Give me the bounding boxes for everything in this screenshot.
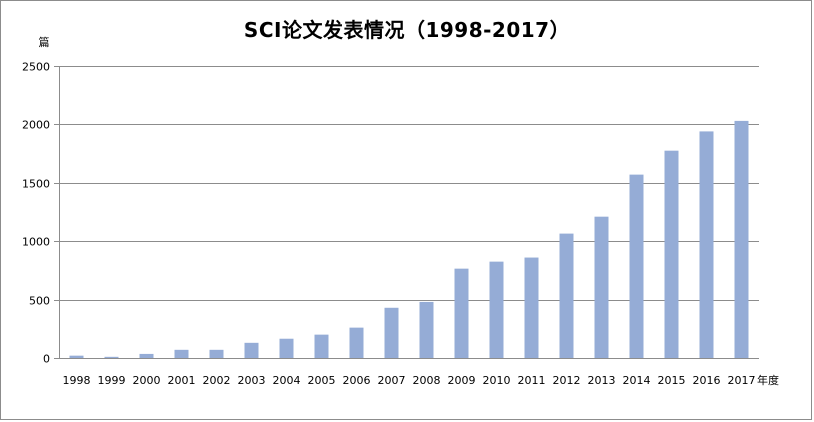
bar	[489, 261, 504, 358]
x-tick-label: 2004	[273, 374, 301, 387]
x-tick-label: 2010	[483, 374, 511, 387]
x-tick-label: 2015	[658, 374, 686, 387]
bar	[174, 349, 189, 358]
bar	[139, 353, 154, 358]
x-tick-label: 1998	[63, 374, 91, 387]
bar	[384, 307, 399, 358]
x-tick-label: 2014	[623, 374, 651, 387]
bar	[209, 349, 224, 358]
x-tick-label: 2017	[728, 374, 756, 387]
x-tick-label: 2006	[343, 374, 371, 387]
x-tick-label: 2009	[448, 374, 476, 387]
x-tick-label: 2012	[553, 374, 581, 387]
x-tick-label: 2005	[308, 374, 336, 387]
y-tick-label: 1000	[22, 236, 50, 249]
x-tick-label: 2000	[133, 374, 161, 387]
bar	[734, 120, 749, 358]
bar	[244, 342, 259, 358]
bar	[454, 268, 469, 358]
x-axis-label: 年度	[757, 373, 779, 387]
bar	[314, 334, 329, 358]
x-tick-label: 2003	[238, 374, 266, 387]
bar	[279, 338, 294, 358]
y-axis-label: 篇	[39, 35, 50, 49]
y-tick-label: 2500	[22, 61, 50, 74]
x-tick-label: 2011	[518, 374, 546, 387]
bar	[629, 174, 644, 358]
y-tick-label: 0	[43, 353, 50, 366]
x-tick-label: 2007	[378, 374, 406, 387]
bar	[699, 131, 714, 358]
bar	[349, 327, 364, 358]
x-tick-label: 2002	[203, 374, 231, 387]
x-tick-label: 2008	[413, 374, 441, 387]
y-tick-label: 500	[29, 295, 50, 308]
bar	[594, 216, 609, 358]
x-tick-label: 2013	[588, 374, 616, 387]
bar	[524, 257, 539, 358]
bar	[559, 233, 574, 358]
x-tick-label: 2016	[693, 374, 721, 387]
bar	[69, 355, 84, 358]
bar	[419, 301, 434, 358]
x-tick-label: 1999	[98, 374, 126, 387]
y-tick-label: 1500	[22, 178, 50, 191]
bar	[664, 150, 679, 358]
x-tick-label: 2001	[168, 374, 196, 387]
y-tick-label: 2000	[22, 119, 50, 132]
chart-title: SCI论文发表情况（1998-2017）	[243, 18, 571, 42]
bar	[104, 356, 119, 358]
